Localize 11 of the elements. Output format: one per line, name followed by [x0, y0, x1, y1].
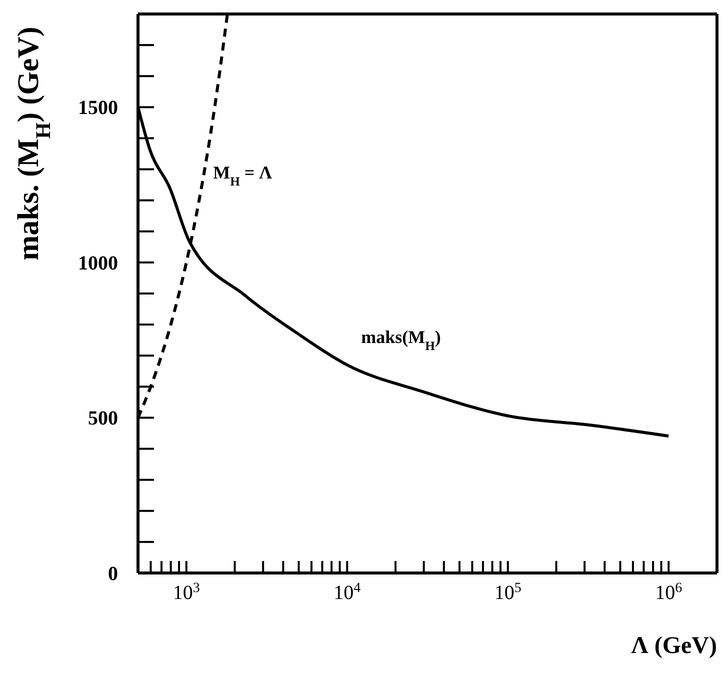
y-tick-label: 1000 [78, 252, 118, 274]
x-tick-label: 10$^{6}$ [655, 580, 682, 604]
series-label: M$_{H}$ = Λ [213, 162, 272, 188]
y-tick-label: 500 [88, 408, 118, 430]
x-tick-label: 10$^{5}$ [494, 580, 522, 604]
x-tick-label: 10$^{3}$ [172, 580, 200, 604]
x-axis-title: Λ (GeV) [631, 633, 717, 659]
y-tick-label: 0 [108, 563, 118, 585]
x-tick-label: 10$^{4}$ [334, 580, 361, 604]
series-label: maks(M$_{H}$) [361, 326, 441, 353]
y-tick-label: 1500 [78, 97, 118, 120]
